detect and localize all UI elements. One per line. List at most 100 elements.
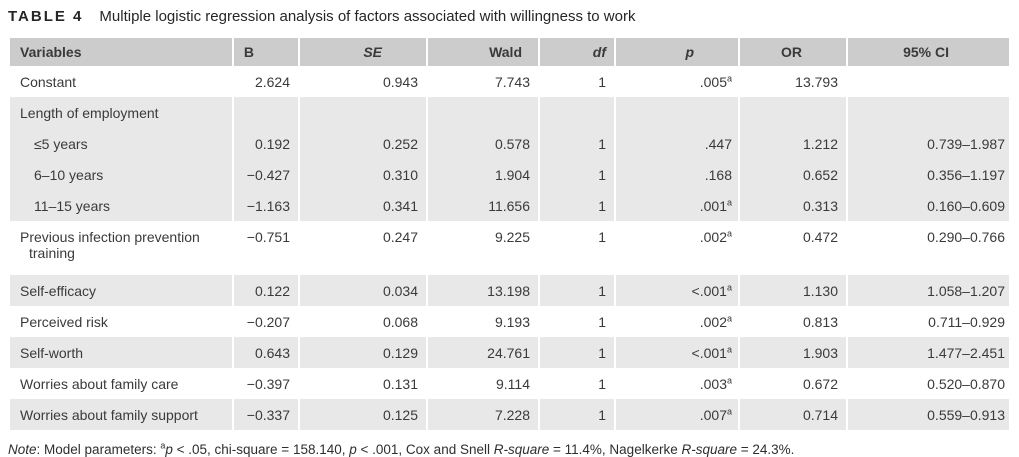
significance-marker: a (726, 344, 732, 355)
cell-variable: Self-worth (10, 337, 232, 368)
cell-wald: 9.114 (428, 368, 538, 399)
col-header-variables: Variables (10, 38, 232, 66)
cell-or: 1.130 (740, 275, 846, 306)
col-header-p: p (616, 38, 738, 66)
footnote-segment: = 11.4%, Nagelkerke (549, 442, 682, 457)
cell-p: .003a (616, 368, 738, 399)
cell-variable: Worries about family support (10, 399, 232, 430)
footnote-segment: p (349, 442, 357, 457)
page: TABLE 4 Multiple logistic regression anal… (8, 8, 1011, 457)
regression-table: Variables B SE Wald df p OR 95% CI Const… (8, 38, 1011, 430)
cell-b: 2.624 (234, 66, 298, 97)
cell-se: 0.129 (300, 337, 426, 368)
cell-df: 1 (540, 275, 614, 306)
footnote-segment: R-square (493, 442, 550, 457)
table-row: Worries about family support −0.337 0.125 7… (10, 399, 1009, 430)
cell-ci: 0.739–1.987 (848, 128, 1009, 159)
cell-variable: Perceived risk (10, 306, 232, 337)
cell-se: 0.034 (300, 275, 426, 306)
cell-df: 1 (540, 159, 614, 190)
cell-b: −0.751 (234, 221, 298, 275)
cell-p: .007a (616, 399, 738, 430)
cell-p: .447 (616, 128, 738, 159)
cell-p: .002a (616, 221, 738, 275)
cell-b: −0.337 (234, 399, 298, 430)
table-row: Previous infection prevention training −0… (10, 221, 1009, 275)
col-header-or: OR (740, 38, 846, 66)
cell-or: 0.672 (740, 368, 846, 399)
cell-se: 0.068 (300, 306, 426, 337)
cell-wald: 24.761 (428, 337, 538, 368)
footnote-segment: < .05, chi-square = 158.140, (172, 442, 350, 457)
variable-label: Self-efficacy (20, 283, 96, 299)
cell-se: 0.943 (300, 66, 426, 97)
cell-wald: 1.904 (428, 159, 538, 190)
cell-b: 0.643 (234, 337, 298, 368)
footnote-segment: Note (8, 442, 37, 457)
table-caption: TABLE 4 Multiple logistic regression anal… (8, 8, 1011, 25)
cell-or: 13.793 (740, 66, 846, 97)
cell-ci: 1.058–1.207 (848, 275, 1009, 306)
variable-label: Self-worth (20, 345, 84, 361)
cell-se: 0.252 (300, 128, 426, 159)
cell-variable: Previous infection prevention training (10, 221, 232, 275)
cell-df: 1 (540, 221, 614, 275)
cell-df: 1 (540, 337, 614, 368)
cell-wald: 9.225 (428, 221, 538, 275)
cell-ci: 1.477–2.451 (848, 337, 1009, 368)
footnote-segment: < .001, Cox and Snell (356, 442, 494, 457)
cell-variable: 6–10 years (10, 159, 232, 190)
cell-variable: 11–15 years (10, 190, 232, 221)
col-header-df: df (540, 38, 614, 66)
cell-ci: 0.711–0.929 (848, 306, 1009, 337)
variable-label: Length of employment (20, 105, 159, 121)
cell-variable: Constant (10, 66, 232, 97)
variable-label: Previous infection prevention training (20, 229, 200, 261)
cell-variable: Worries about family care (10, 368, 232, 399)
variable-label: Constant (20, 74, 77, 90)
cell-se: 0.125 (300, 399, 426, 430)
cell-or: 0.714 (740, 399, 846, 430)
significance-marker: a (726, 406, 732, 417)
cell-b: −1.163 (234, 190, 298, 221)
cell-wald: 7.743 (428, 66, 538, 97)
cell-ci: 0.520–0.870 (848, 368, 1009, 399)
cell-wald: 0.578 (428, 128, 538, 159)
col-header-ci: 95% CI (848, 38, 1009, 66)
significance-marker: a (726, 228, 732, 239)
footnote-segment: R-square (681, 442, 737, 457)
cell-se: 0.341 (300, 190, 426, 221)
cell-p: <.001a (616, 337, 738, 368)
variable-label: Worries about family support (20, 407, 198, 423)
cell-b: −0.397 (234, 368, 298, 399)
cell-b: 0.192 (234, 128, 298, 159)
table-row: Self-efficacy 0.122 0.034 13.198 1 <.001a 1.13… (10, 275, 1009, 306)
cell-se: 0.310 (300, 159, 426, 190)
cell-variable: Self-efficacy (10, 275, 232, 306)
cell-wald: 13.198 (428, 275, 538, 306)
cell-or: 1.903 (740, 337, 846, 368)
table-row: 6–10 years −0.427 0.310 1.904 1.168 0.652 0.35… (10, 159, 1009, 190)
cell-b: −0.207 (234, 306, 298, 337)
cell-df: 1 (540, 190, 614, 221)
cell-variable: Length of employment (10, 97, 232, 128)
significance-marker: a (726, 375, 732, 386)
variable-label: Perceived risk (20, 314, 108, 330)
variable-label: 6–10 years (34, 167, 104, 183)
col-header-b: B (234, 38, 298, 66)
cell-p: .002a (616, 306, 738, 337)
cell-df: 1 (540, 128, 614, 159)
cell-ci (848, 66, 1009, 97)
footnote-segment: = 24.3%. (737, 442, 795, 457)
table-row: 11–15 years −1.163 0.341 11.656 1.001a 0.313 0… (10, 190, 1009, 221)
table-title-text: Multiple logistic regression analysis of… (99, 8, 636, 25)
cell-wald: 7.228 (428, 399, 538, 430)
cell-b: −0.427 (234, 159, 298, 190)
cell-p (616, 97, 738, 128)
cell-df (540, 97, 614, 128)
cell-wald: 9.193 (428, 306, 538, 337)
cell-p: .001a (616, 190, 738, 221)
cell-or: 0.813 (740, 306, 846, 337)
cell-ci (848, 97, 1009, 128)
table-row: Constant 2.624 0.943 7.743 1.005a 13.793 (10, 66, 1009, 97)
